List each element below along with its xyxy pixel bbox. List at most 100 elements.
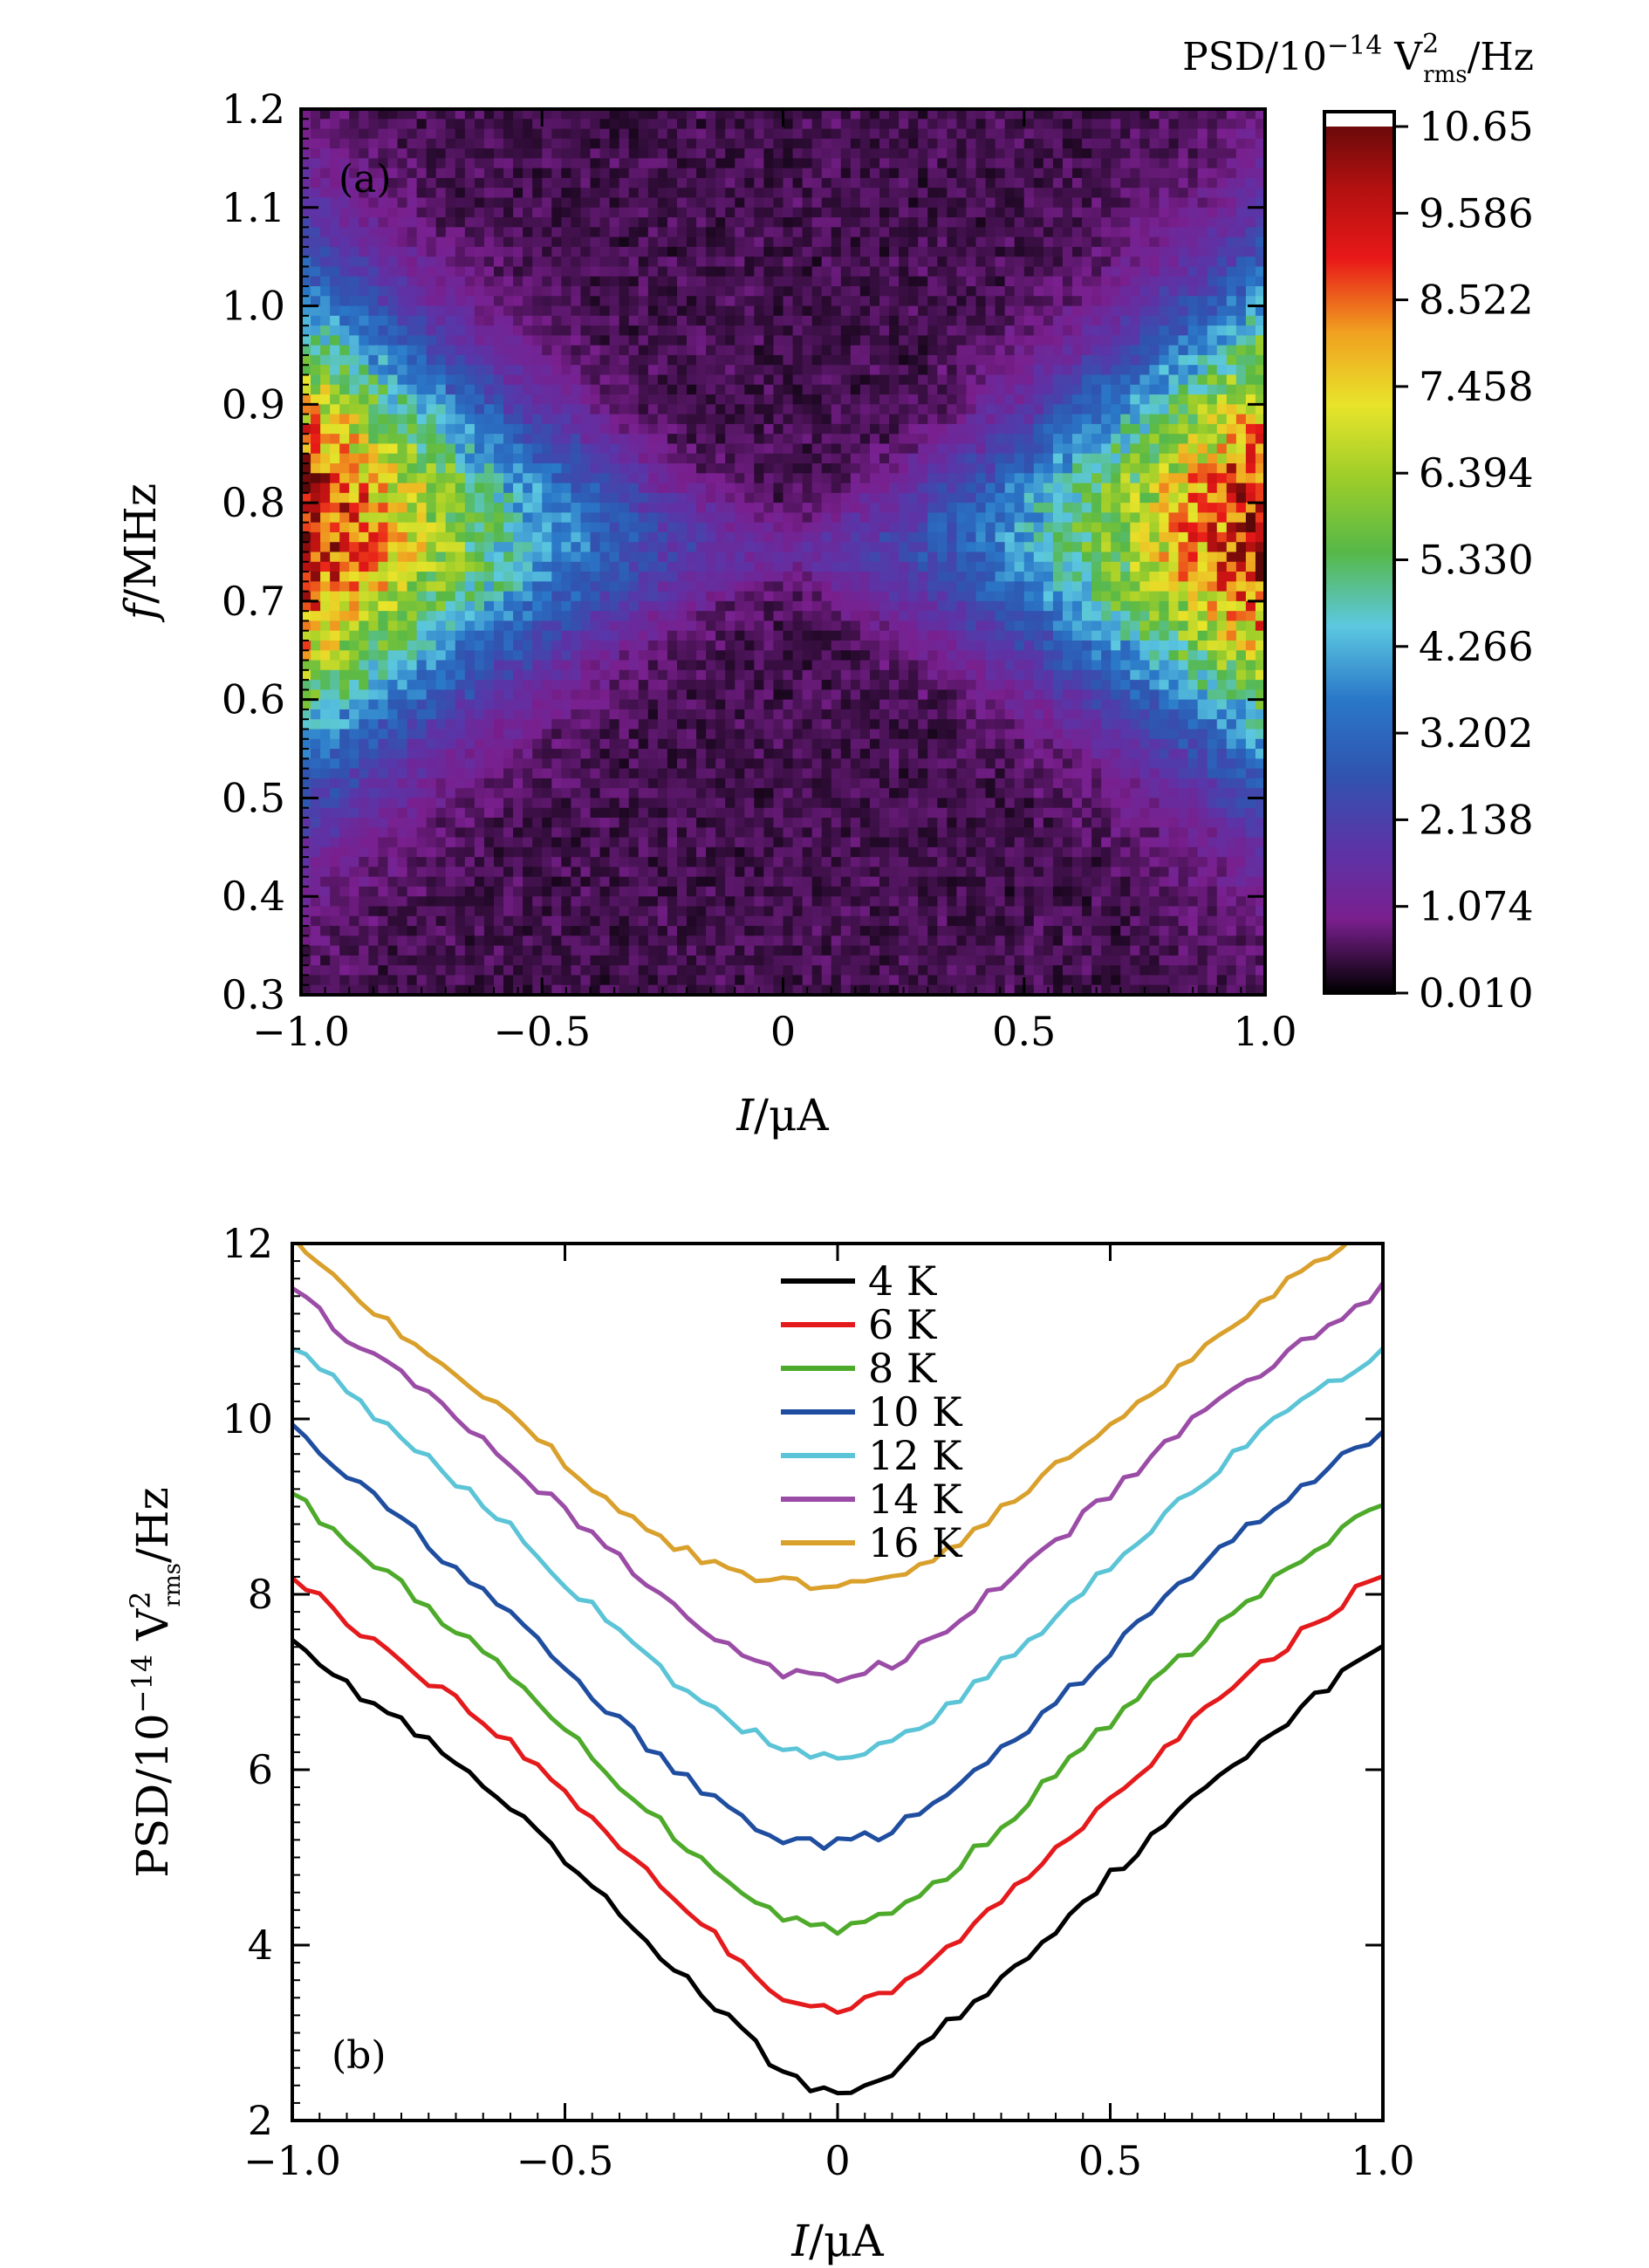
heatmap-cell <box>330 177 340 188</box>
heatmap-cell <box>359 434 369 445</box>
heatmap-cell <box>1159 522 1170 533</box>
heatmap-cell <box>455 236 466 248</box>
heatmap-cell <box>908 463 919 474</box>
heatmap-cell <box>647 531 659 543</box>
heatmap-cell <box>947 542 957 553</box>
heatmap-cell <box>1043 394 1054 405</box>
heatmap-cell <box>513 305 523 317</box>
heatmap-cell <box>1014 463 1025 474</box>
heatmap-cell <box>706 591 716 602</box>
heatmap-cell <box>879 246 890 257</box>
heatmap-cell <box>975 503 987 513</box>
heatmap-cell <box>763 158 775 169</box>
heatmap-cell <box>445 503 456 513</box>
heatmap-cell <box>407 453 418 464</box>
heatmap-cell <box>609 266 620 278</box>
heatmap-cell <box>899 512 909 524</box>
heatmap-cell <box>889 542 900 553</box>
heatmap-cell <box>387 542 399 553</box>
heatmap-cell <box>311 207 321 218</box>
heatmap-cell <box>802 552 813 563</box>
heatmap-cell <box>532 177 543 188</box>
heatmap-cell <box>1130 257 1140 268</box>
heatmap-cell <box>947 581 957 593</box>
heatmap-cell <box>975 512 987 524</box>
heatmap-cell <box>1101 257 1112 268</box>
heatmap-cell <box>1235 483 1247 494</box>
heatmap-cell <box>435 404 447 415</box>
heatmap-cell <box>908 423 919 435</box>
heatmap-cell <box>609 591 620 602</box>
heatmap-cell <box>859 354 871 366</box>
heatmap-cell <box>773 512 784 524</box>
heatmap-cell <box>744 305 755 317</box>
heatmap-cell <box>571 483 582 494</box>
heatmap-cell <box>1014 128 1025 140</box>
heatmap-cell <box>416 236 428 248</box>
heatmap-cell <box>455 305 466 317</box>
heatmap-cell <box>1139 119 1150 130</box>
heatmap-cell <box>311 158 321 169</box>
heatmap-cell <box>1245 236 1256 248</box>
heatmap-cell <box>1111 148 1121 159</box>
heatmap-cell <box>494 236 504 248</box>
heatmap-cell <box>850 168 861 179</box>
heatmap-cell <box>1111 561 1121 572</box>
heatmap-cell <box>1004 365 1016 376</box>
heatmap-cell <box>1226 236 1237 248</box>
heatmap-cell <box>975 207 987 218</box>
heatmap-cell <box>966 463 977 474</box>
heatmap-cell <box>821 315 832 326</box>
heatmap-cell <box>889 354 900 366</box>
heatmap-cell <box>1091 365 1102 376</box>
heatmap-cell <box>754 473 764 484</box>
heatmap-cell <box>1043 197 1054 209</box>
heatmap-cell <box>899 561 909 572</box>
heatmap-cell <box>1033 483 1044 494</box>
heatmap-cell <box>320 227 331 238</box>
heatmap-cell <box>676 453 688 464</box>
heatmap-cell <box>937 503 948 513</box>
heatmap-cell <box>754 138 764 149</box>
heatmap-cell <box>523 492 533 504</box>
heatmap-cell <box>638 197 649 209</box>
heatmap-cell <box>840 394 852 405</box>
heatmap-cell <box>503 423 514 435</box>
heatmap-cell <box>359 503 369 513</box>
heatmap-cell <box>1178 286 1189 297</box>
heatmap-cell <box>551 227 562 238</box>
heatmap-cell <box>1120 188 1131 199</box>
heatmap-cell <box>687 483 697 494</box>
heatmap-cell <box>1139 453 1150 464</box>
heatmap-cell <box>1023 138 1035 149</box>
heatmap-cell <box>1159 572 1170 582</box>
heatmap-cell <box>773 158 784 169</box>
heatmap-cell <box>783 512 794 524</box>
heatmap-cell <box>859 503 871 513</box>
heatmap-cell <box>551 404 562 415</box>
heatmap-cell <box>1120 246 1131 257</box>
heatmap-cell <box>464 325 476 336</box>
heatmap-cell <box>918 168 928 179</box>
heatmap-cell <box>802 246 813 257</box>
heatmap-cell <box>773 503 784 513</box>
heatmap-cell <box>387 276 399 287</box>
heatmap-cell <box>1197 188 1208 199</box>
heatmap-cell <box>590 148 601 159</box>
heatmap-cell <box>1004 207 1016 218</box>
heatmap-cell <box>1245 217 1256 228</box>
heatmap-cell <box>609 394 620 405</box>
heatmap-cell <box>1072 394 1083 405</box>
heatmap-cell <box>1062 345 1073 356</box>
heatmap-cell <box>561 217 571 228</box>
heatmap-cell <box>590 423 601 435</box>
heatmap-cell <box>1120 227 1131 238</box>
heatmap-cell <box>937 148 948 159</box>
heatmap-cell <box>445 552 456 563</box>
heatmap-cell <box>879 325 890 336</box>
heatmap-cell <box>1159 463 1170 474</box>
heatmap-cell <box>899 257 909 268</box>
heatmap-cell <box>609 423 620 435</box>
heatmap-cell <box>339 109 350 120</box>
heatmap-cell <box>937 561 948 572</box>
